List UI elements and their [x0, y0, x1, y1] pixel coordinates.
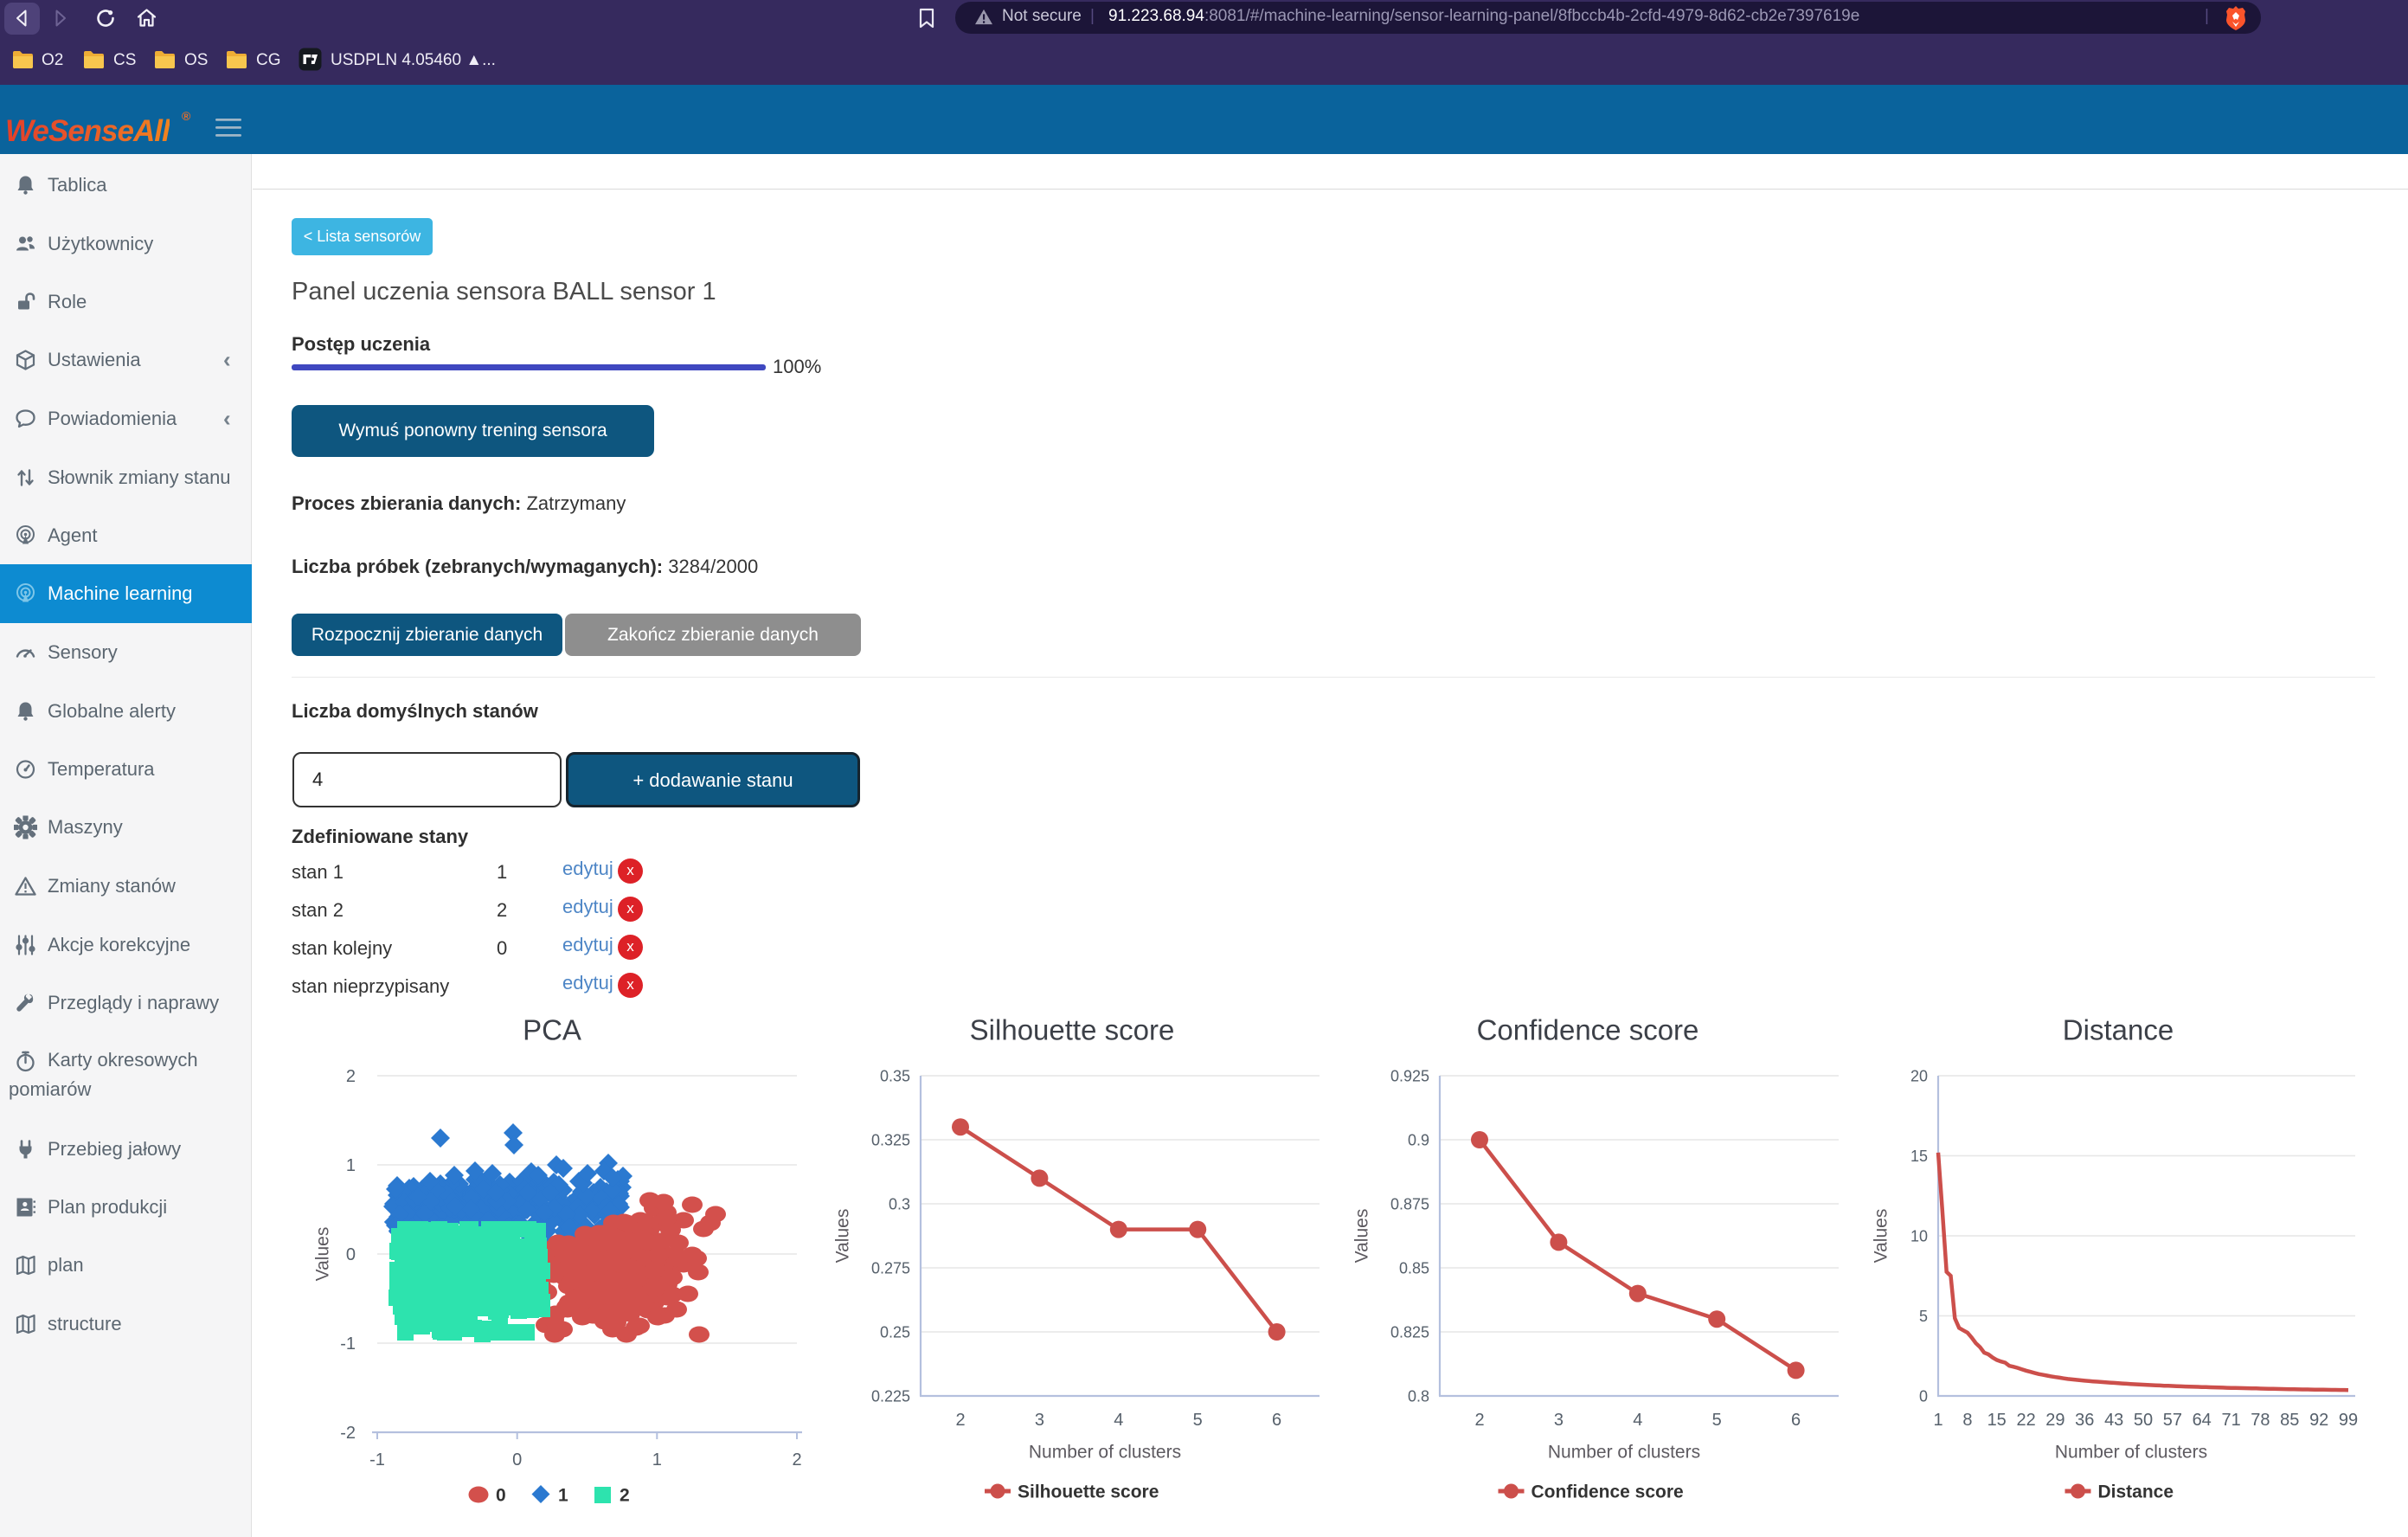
svg-text:Values: Values	[1871, 1209, 1891, 1264]
svg-text:0: 0	[496, 1485, 506, 1505]
svg-text:20: 20	[1910, 1067, 1928, 1084]
svg-text:5: 5	[1919, 1308, 1928, 1325]
svg-text:0: 0	[1919, 1387, 1928, 1405]
svg-text:10: 10	[1910, 1227, 1928, 1244]
svg-text:PCA: PCA	[523, 1014, 581, 1046]
svg-text:0.85: 0.85	[1399, 1259, 1429, 1277]
svg-text:15: 15	[1910, 1148, 1928, 1165]
svg-text:2: 2	[346, 1067, 356, 1086]
svg-text:92: 92	[2309, 1411, 2328, 1430]
svg-text:99: 99	[2339, 1411, 2358, 1430]
svg-text:1: 1	[558, 1485, 568, 1505]
svg-text:Number of clusters: Number of clusters	[1548, 1442, 1700, 1462]
svg-text:0: 0	[346, 1245, 356, 1264]
svg-text:0.9: 0.9	[1408, 1131, 1429, 1148]
svg-text:0.8: 0.8	[1408, 1387, 1429, 1405]
svg-text:2: 2	[792, 1450, 801, 1469]
svg-text:Confidence score: Confidence score	[1477, 1014, 1699, 1046]
svg-text:71: 71	[2221, 1411, 2240, 1430]
svg-text:-1: -1	[369, 1450, 385, 1469]
svg-text:Number of clusters: Number of clusters	[2055, 1442, 2207, 1462]
svg-text:8: 8	[1962, 1411, 1972, 1430]
svg-text:Number of clusters: Number of clusters	[1029, 1442, 1181, 1462]
svg-text:-1: -1	[340, 1334, 356, 1354]
svg-text:1: 1	[346, 1156, 356, 1175]
svg-text:0.225: 0.225	[871, 1387, 910, 1405]
svg-text:78: 78	[2251, 1411, 2270, 1430]
svg-text:43: 43	[2104, 1411, 2123, 1430]
svg-text:Confidence score: Confidence score	[1531, 1482, 1684, 1502]
svg-text:4: 4	[1633, 1411, 1642, 1430]
svg-text:Values: Values	[832, 1209, 852, 1264]
svg-text:0.925: 0.925	[1390, 1067, 1429, 1084]
svg-text:0.325: 0.325	[871, 1131, 910, 1148]
svg-text:5: 5	[1193, 1411, 1203, 1430]
svg-text:22: 22	[2016, 1411, 2035, 1430]
svg-text:0.35: 0.35	[880, 1067, 910, 1084]
svg-text:6: 6	[1272, 1411, 1281, 1430]
svg-text:1: 1	[1933, 1411, 1942, 1430]
svg-text:50: 50	[2134, 1411, 2153, 1430]
svg-text:2: 2	[1474, 1411, 1484, 1430]
svg-text:2: 2	[620, 1485, 630, 1505]
svg-text:Values: Values	[1352, 1209, 1371, 1264]
svg-text:-2: -2	[340, 1424, 356, 1443]
svg-text:36: 36	[2075, 1411, 2094, 1430]
svg-text:85: 85	[2280, 1411, 2299, 1430]
svg-text:3: 3	[1554, 1411, 1564, 1430]
svg-text:29: 29	[2045, 1411, 2064, 1430]
svg-text:0.275: 0.275	[871, 1259, 910, 1277]
svg-text:0: 0	[512, 1450, 522, 1469]
svg-text:1: 1	[652, 1450, 662, 1469]
svg-text:Silhouette score: Silhouette score	[1018, 1482, 1159, 1502]
svg-text:5: 5	[1712, 1411, 1722, 1430]
svg-text:0.875: 0.875	[1390, 1195, 1429, 1212]
svg-text:Silhouette score: Silhouette score	[970, 1014, 1175, 1046]
svg-text:6: 6	[1791, 1411, 1801, 1430]
svg-text:0.3: 0.3	[889, 1195, 910, 1212]
svg-text:2: 2	[955, 1411, 965, 1430]
svg-text:64: 64	[2193, 1411, 2212, 1430]
svg-text:15: 15	[1987, 1411, 2007, 1430]
svg-text:Distance: Distance	[2098, 1482, 2174, 1502]
svg-text:Distance: Distance	[2063, 1014, 2174, 1046]
svg-text:3: 3	[1035, 1411, 1044, 1430]
svg-text:0.825: 0.825	[1390, 1323, 1429, 1341]
svg-text:Values: Values	[312, 1227, 332, 1282]
svg-text:4: 4	[1114, 1411, 1123, 1430]
svg-text:0.25: 0.25	[880, 1323, 910, 1341]
svg-text:57: 57	[2163, 1411, 2182, 1430]
